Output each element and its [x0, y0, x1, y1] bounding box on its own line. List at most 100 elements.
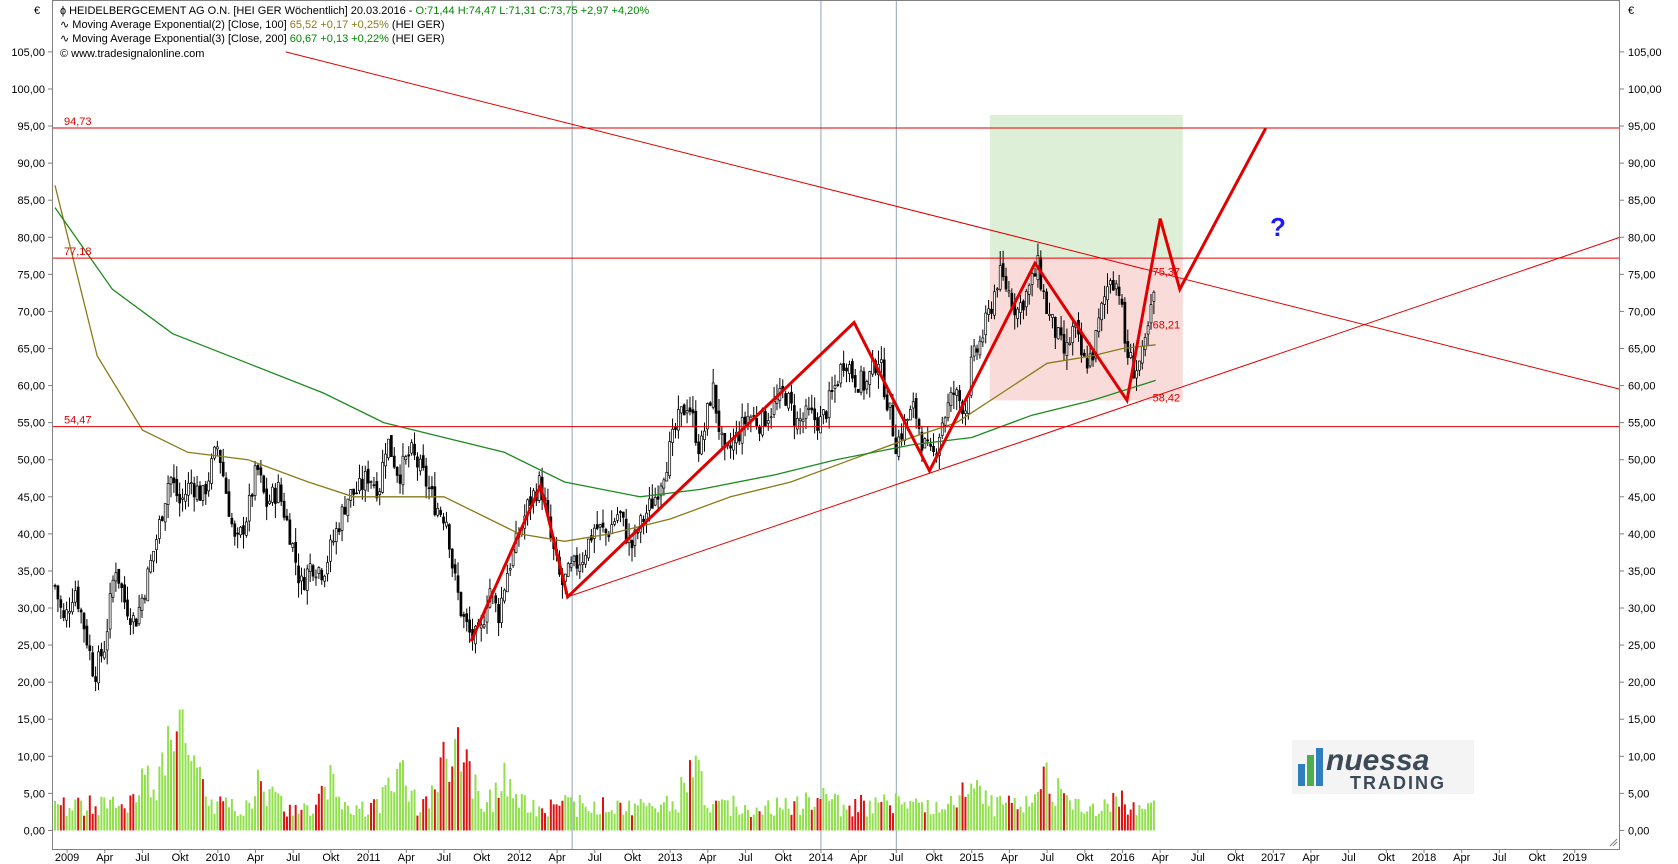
volume-bar — [761, 814, 764, 831]
volume-bar — [845, 809, 848, 831]
volume-bar — [85, 810, 88, 831]
volume-bar — [393, 792, 396, 831]
candle-body — [100, 649, 103, 657]
volume-bar — [94, 806, 97, 831]
volume-bar — [1097, 813, 1100, 831]
volume-bar — [77, 797, 80, 831]
volume-bar — [1118, 806, 1121, 831]
volume-bar — [906, 808, 909, 831]
header-line-3: ∿ Moving Average Exponential(3) [Close, … — [60, 33, 444, 45]
candle-body — [401, 455, 405, 486]
candle-body — [53, 584, 57, 587]
x-tick-label: 2018 — [1412, 852, 1436, 864]
candle-body — [323, 575, 327, 582]
volume-bar — [1100, 810, 1103, 831]
candle-body — [265, 488, 269, 507]
candle-body — [459, 592, 463, 617]
candle-body — [1027, 284, 1031, 295]
candle-body — [387, 438, 390, 459]
volume-bar — [628, 800, 631, 831]
candle-body — [424, 465, 428, 487]
volume-bar — [674, 809, 677, 831]
volume-bar — [865, 816, 868, 831]
ohlc-text: O:71,44 H:74,47 L:71,31 — [416, 5, 540, 17]
x-tick-label: Jul — [1492, 852, 1506, 864]
candle-body — [503, 589, 506, 602]
volume-bar — [236, 815, 239, 831]
candle-body — [772, 400, 776, 415]
volume-bar — [419, 812, 422, 831]
candle-body — [1042, 290, 1046, 293]
candle-body — [839, 364, 843, 384]
candle-body — [592, 527, 596, 539]
x-tick-label: 2019 — [1563, 852, 1587, 864]
candle-body — [120, 583, 124, 588]
volume-bar — [532, 799, 535, 831]
candle-body — [842, 363, 846, 371]
volume-bar — [584, 806, 587, 831]
volume-bar — [1109, 811, 1112, 831]
candle-body — [708, 402, 712, 406]
volume-bar — [500, 791, 503, 831]
volume-bar — [973, 788, 976, 831]
candle-body — [123, 584, 126, 603]
candle-body — [766, 420, 770, 424]
resize-grip-icon[interactable] — [1609, 838, 1618, 847]
candle-body — [192, 483, 196, 498]
volume-bar — [662, 802, 665, 831]
volume-bar — [451, 766, 454, 831]
candle-body — [363, 470, 367, 491]
candle-body — [68, 611, 71, 614]
candle-body — [166, 483, 170, 505]
candle-body — [1065, 342, 1069, 357]
candle-body — [398, 474, 402, 484]
volume-bar — [413, 789, 416, 831]
candle-body — [943, 417, 947, 426]
volume-bar — [428, 808, 431, 831]
candle-body — [621, 511, 625, 518]
candle-icon: ɸ — [60, 5, 69, 17]
x-tick-label: 2010 — [206, 852, 230, 864]
volume-bar — [155, 800, 158, 831]
volume-bar — [285, 816, 288, 831]
volume-bar — [967, 793, 970, 831]
candle-body — [1106, 286, 1109, 301]
candle-body — [282, 500, 286, 518]
volume-bar — [88, 795, 91, 831]
candle-body — [987, 308, 990, 315]
candle-body — [450, 548, 454, 569]
volume-bar — [172, 751, 175, 831]
volume-bar — [703, 805, 706, 831]
volume-bar — [602, 797, 605, 831]
candlesticks — [53, 243, 1156, 692]
volume-bar — [1074, 798, 1077, 831]
x-tick-label: Apr — [1302, 852, 1319, 864]
candle-body — [210, 458, 213, 484]
volume-bar — [117, 805, 120, 831]
x-tick-label: Apr — [247, 852, 264, 864]
volume-bar — [132, 794, 135, 831]
x-tick-label: Okt — [473, 852, 490, 864]
volume-bar — [990, 795, 993, 831]
volume-bar — [158, 766, 161, 831]
change-text: C:73,75 +2,97 +4,20% — [539, 5, 649, 17]
volume-bar — [1152, 800, 1155, 831]
candle-body — [418, 458, 422, 472]
volume-bar — [361, 801, 364, 831]
volume-bar — [112, 796, 115, 831]
y-tick-label: 95,00 — [1628, 121, 1656, 133]
candle-body — [276, 481, 280, 503]
volume-bar — [938, 812, 941, 831]
candle-body — [1097, 317, 1101, 333]
volume-bar — [984, 790, 987, 831]
volume-bar — [227, 807, 230, 831]
candle-body — [851, 361, 854, 379]
y-tick-label: 45,00 — [1628, 492, 1656, 504]
candle-body — [836, 384, 840, 386]
candle-body — [595, 524, 599, 529]
candle-body — [207, 480, 211, 492]
volume-bar — [416, 815, 419, 831]
y-tick-label: 25,00 — [1628, 640, 1656, 652]
volume-bar — [932, 813, 935, 831]
zigzag-line — [469, 127, 1268, 643]
